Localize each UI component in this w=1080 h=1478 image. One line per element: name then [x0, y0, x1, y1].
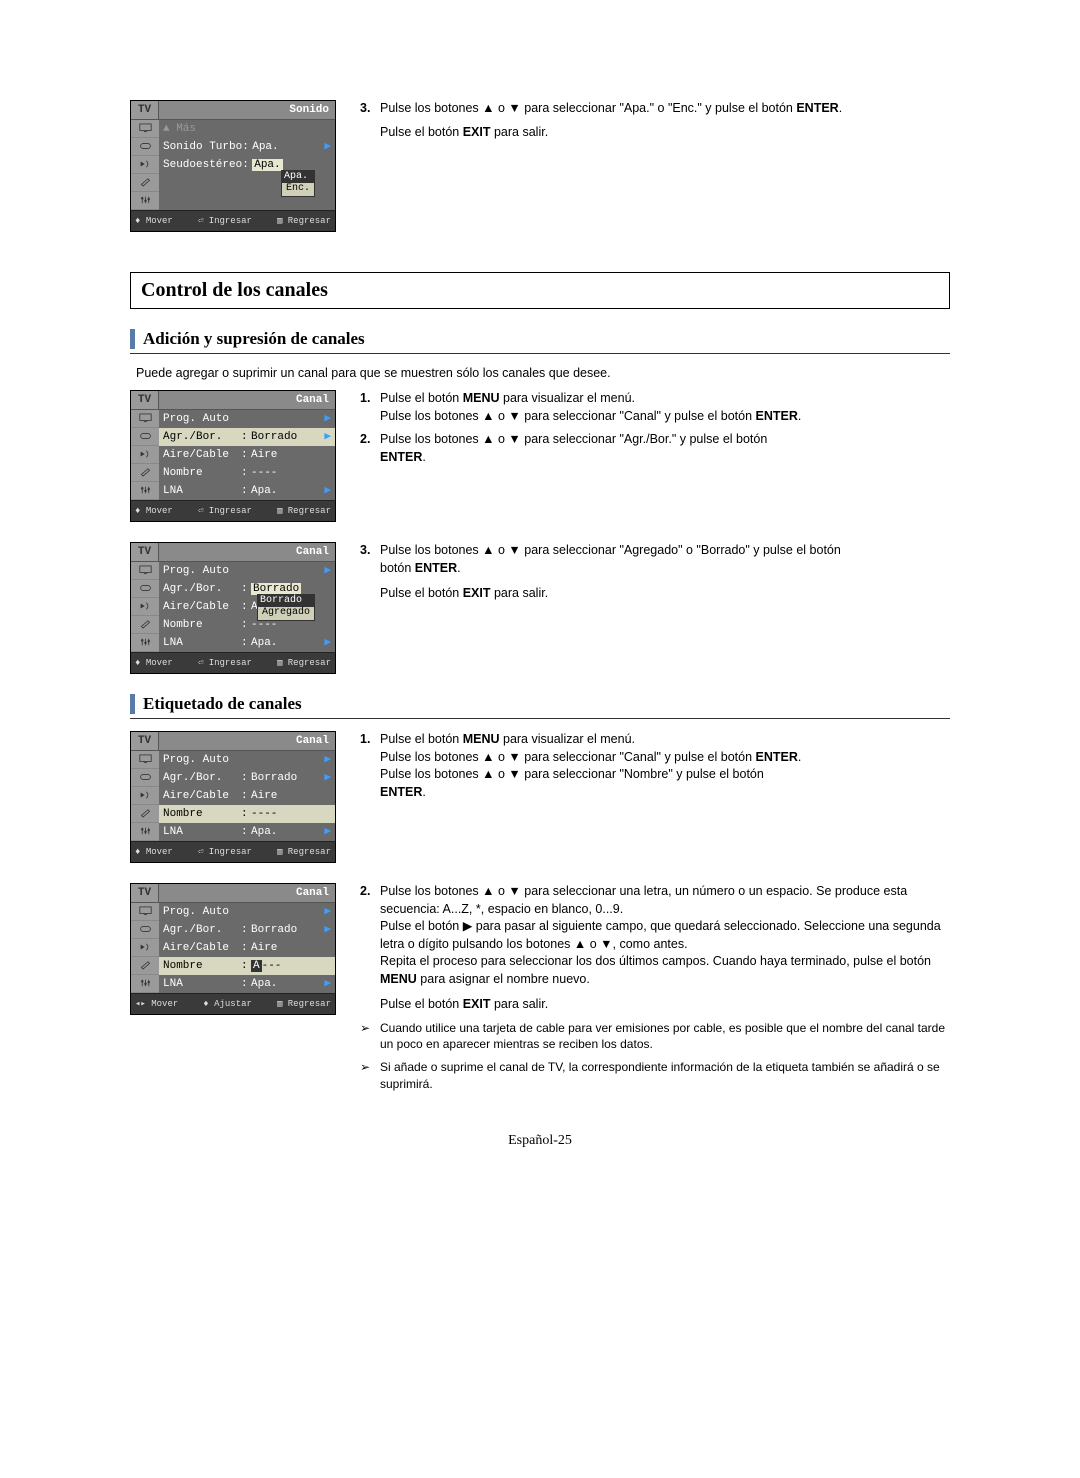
settings-icon	[131, 482, 159, 500]
setup-icon	[131, 957, 159, 975]
sound-icon	[131, 921, 159, 939]
triangle-right-icon: ▶	[322, 923, 331, 937]
settings-icon	[131, 634, 159, 652]
triangle-right-icon: ▶	[322, 412, 331, 426]
osd-title: Sonido	[159, 101, 335, 120]
page-number: Español-25	[130, 1133, 950, 1149]
osd-more-row: ▲ Más	[159, 120, 335, 138]
triangle-right-icon: ▶	[322, 771, 331, 785]
settings-icon	[131, 192, 159, 210]
triangle-right-icon: ▶	[322, 484, 331, 498]
settings-icon	[131, 975, 159, 993]
desc1: Puede agregar o suprimir un canal para q…	[136, 366, 950, 380]
channel-icon	[131, 156, 159, 174]
sound-icon	[131, 769, 159, 787]
setup-icon	[131, 805, 159, 823]
channel-icon	[131, 787, 159, 805]
instructions-s2-2: 2. Pulse los botones ▲ o ▼ para seleccio…	[360, 883, 950, 1093]
triangle-right-icon: ▶	[322, 564, 331, 578]
triangle-right-icon: ▶	[322, 825, 331, 839]
picture-icon	[131, 410, 159, 428]
channel-icon	[131, 939, 159, 957]
sound-icon	[131, 580, 159, 598]
osd-sonido: TV Sonido	[130, 100, 336, 232]
instructions-top: 3. Pulse los botones ▲ o ▼ para seleccio…	[360, 100, 950, 147]
osd-row-nombre: Nombre:----	[159, 464, 335, 482]
picture-icon	[131, 120, 159, 138]
osd-popup: Apa. Enc.	[281, 170, 315, 197]
osd-canal-3: TV Canal Prog. Auto▶ Agr./Bor.:Borrado▶ …	[130, 731, 336, 863]
osd-footer: ♦ Mover ⏎ Ingresar ▥ Regresar	[131, 210, 335, 231]
picture-icon	[131, 903, 159, 921]
subsection-add-remove: Adición y supresión de canales	[130, 329, 950, 349]
rule	[130, 718, 950, 719]
instructions-s1-3: 3. Pulse los botones ▲ o ▼ para seleccio…	[360, 542, 950, 609]
osd-popup-agregado: Borrado Agregado	[257, 594, 315, 621]
instructions-s2-1: 1. Pulse el botón MENU para visualizar e…	[360, 731, 950, 807]
picture-icon	[131, 562, 159, 580]
osd-row-lna: LNA:Apa.▶	[159, 482, 335, 500]
setup-icon	[131, 174, 159, 192]
osd-tv-label: TV	[131, 101, 159, 120]
osd-sidebar	[131, 120, 159, 210]
setup-icon	[131, 464, 159, 482]
osd-row-progauto: Prog. Auto▶	[159, 410, 335, 428]
osd-canal-4: TV Canal Prog. Auto▶ Agr./Bor.:Borrado▶ …	[130, 883, 336, 1015]
osd-row-pseudo: Seudoestéreo: Apa. Apa. Enc.	[159, 156, 335, 174]
channel-icon	[131, 446, 159, 464]
sound-icon	[131, 138, 159, 156]
triangle-right-icon: ▶	[322, 430, 331, 444]
triangle-right-icon: ▶	[322, 905, 331, 919]
osd-canal-2: TV Canal Prog. Auto▶ Agr./Bor.: Borrado	[130, 542, 336, 674]
rule	[130, 353, 950, 354]
setup-icon	[131, 616, 159, 634]
settings-icon	[131, 823, 159, 841]
triangle-right-icon: ▶	[322, 977, 331, 991]
triangle-right-icon: ▶	[322, 140, 331, 154]
channel-icon	[131, 598, 159, 616]
osd-canal-1: TV Canal Prog. Auto▶ Agr./Bor.:Borrado▶ …	[130, 390, 336, 522]
osd-row-turbo: Sonido Turbo: Apa. ▶	[159, 138, 335, 156]
top-block: TV Sonido	[130, 100, 950, 232]
triangle-right-icon: ▶	[322, 753, 331, 767]
subsection-label: Etiquetado de canales	[130, 694, 950, 714]
picture-icon	[131, 751, 159, 769]
osd-row-airecable: Aire/Cable:Aire	[159, 446, 335, 464]
sound-icon	[131, 428, 159, 446]
note-2: ➢Si añade o suprime el canal de TV, la c…	[360, 1059, 950, 1093]
section-title: Control de los canales	[130, 272, 950, 309]
instructions-s1-12: 1. Pulse el botón MENU para visualizar e…	[360, 390, 950, 472]
triangle-right-icon: ▶	[322, 636, 331, 650]
osd-row-agrbor: Agr./Bor.:Borrado▶	[159, 428, 335, 446]
note-1: ➢Cuando utilice una tarjeta de cable par…	[360, 1020, 950, 1054]
